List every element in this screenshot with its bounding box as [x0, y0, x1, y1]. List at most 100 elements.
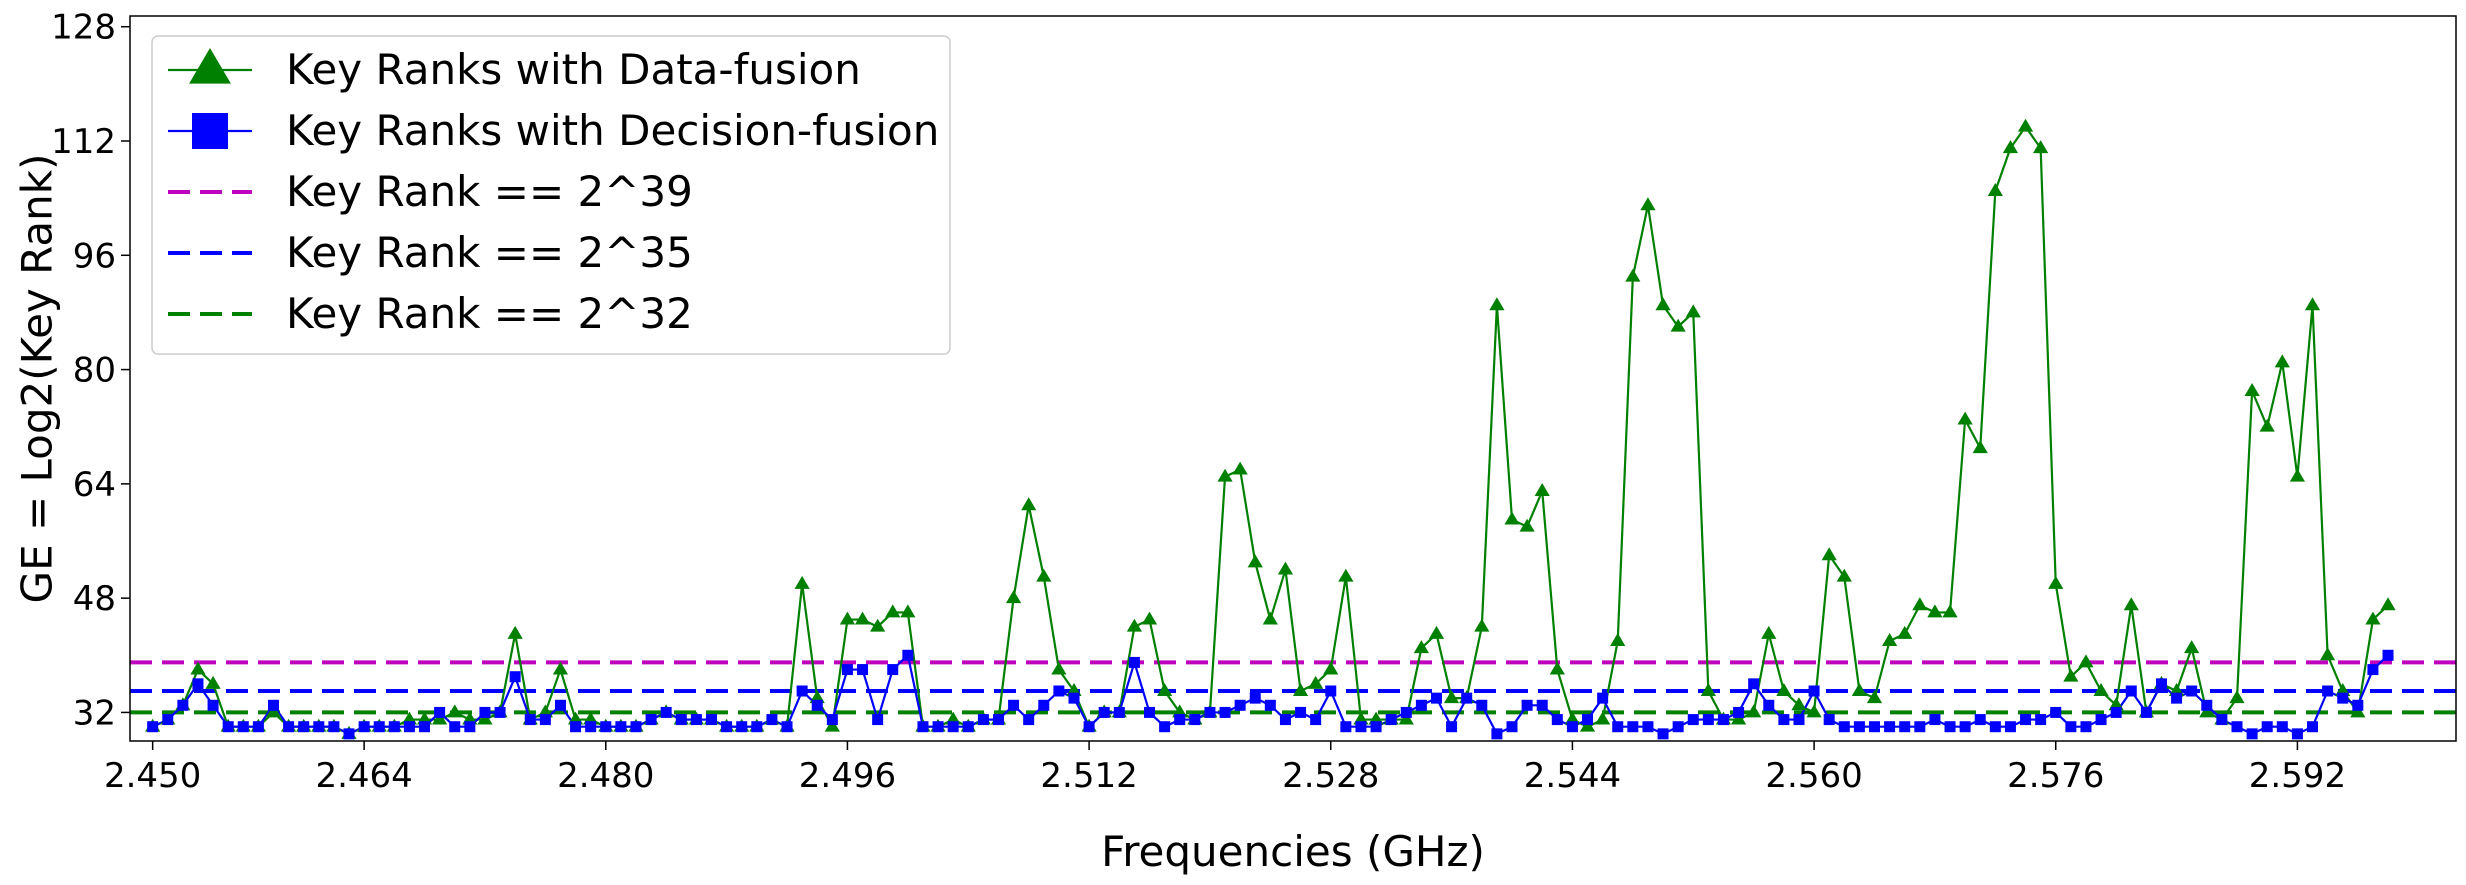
data-point: [192, 678, 204, 690]
data-point: [781, 721, 793, 733]
data-point: [205, 675, 221, 689]
data-point: [1279, 714, 1291, 726]
data-point: [857, 664, 869, 676]
data-point: [1597, 692, 1609, 704]
data-point: [432, 711, 448, 725]
data-point: [2184, 640, 2200, 654]
data-point: [1338, 568, 1354, 582]
data-point: [1836, 568, 1852, 582]
legend-label: Key Ranks with Decision-fusion: [286, 106, 939, 155]
data-point: [464, 721, 476, 733]
data-point: [1036, 568, 1052, 582]
data-point: [252, 721, 264, 733]
legend-entries: Key Ranks with Data-fusion Key Ranks with…: [168, 45, 939, 338]
data-point: [2304, 297, 2321, 311]
data-point: [2289, 468, 2306, 482]
data-point: [1217, 468, 1233, 482]
data-point: [298, 721, 310, 733]
data-point: [1869, 721, 1880, 733]
data-point: [706, 714, 717, 726]
y-tick-label: 80: [73, 351, 116, 391]
data-point: [2337, 692, 2349, 704]
legend-label: Key Rank == 2^32: [286, 289, 693, 338]
data-point: [1625, 268, 1641, 282]
data-point: [690, 714, 702, 726]
data-point: [870, 618, 886, 632]
data-point: [2004, 721, 2016, 733]
x-tick-label: 2.464: [315, 756, 412, 796]
x-tick-label: 2.544: [1524, 756, 1621, 796]
data-point: [751, 721, 763, 733]
data-point: [811, 699, 823, 711]
data-point: [645, 714, 657, 726]
data-point: [1174, 714, 1186, 726]
data-point: [1428, 625, 1445, 639]
x-tick-label: 2.480: [557, 756, 654, 796]
data-point: [2048, 575, 2064, 589]
data-point: [1899, 721, 1911, 733]
data-point: [283, 721, 295, 733]
data-point: [1987, 183, 2003, 196]
data-point: [2017, 118, 2034, 132]
data-point: [1489, 297, 1505, 311]
data-point: [2095, 714, 2107, 726]
data-point: [1370, 721, 1382, 733]
y-tick-label: 128: [51, 8, 116, 48]
data-point: [373, 721, 385, 733]
data-point: [1262, 611, 1278, 625]
data-point: [1340, 721, 1352, 733]
data-point: [794, 575, 810, 589]
plot-frame: [129, 15, 2457, 742]
data-point: [1566, 721, 1578, 733]
data-point: [615, 721, 627, 733]
data-point: [177, 699, 189, 711]
data-point: [1141, 611, 1158, 625]
data-point: [1157, 683, 1173, 696]
data-point: [1914, 721, 1926, 733]
data-point: [1748, 678, 1760, 690]
data-point: [403, 721, 415, 733]
data-point: [2352, 699, 2364, 711]
data-point: [552, 661, 569, 675]
data-point: [1776, 683, 1792, 696]
x-tick-label: 2.592: [2249, 756, 2346, 796]
data-point: [343, 728, 355, 740]
data-point: [2322, 685, 2334, 697]
data-point: [222, 721, 234, 733]
data-point: [2063, 668, 2079, 682]
data-point: [1551, 714, 1563, 726]
data-point: [1068, 692, 1080, 704]
data-point: [267, 699, 279, 711]
data-point: [1700, 683, 1716, 696]
data-point: [2199, 704, 2215, 718]
data-point: [509, 671, 521, 683]
data-point: [2140, 706, 2152, 718]
data-point: [1944, 721, 1956, 733]
data-point: [902, 649, 914, 661]
data-point: [1189, 714, 1201, 726]
data-point: [630, 721, 642, 733]
data-point: [1610, 633, 1626, 646]
data-point: [570, 721, 582, 733]
data-point: [1929, 714, 1941, 726]
data-point: [1128, 656, 1140, 668]
data-point: [1746, 704, 1762, 718]
data-point: [2035, 714, 2047, 726]
data-point: [1519, 518, 1535, 532]
legend-marker: [192, 113, 228, 149]
data-point: [854, 611, 871, 625]
data-point: [992, 714, 1004, 726]
data-point: [190, 661, 206, 675]
data-point: [2186, 685, 2198, 697]
data-point: [477, 711, 493, 725]
data-point: [507, 625, 523, 639]
data-point: [237, 721, 249, 733]
data-point: [539, 714, 551, 726]
x-axis-title: Frequencies (GHz): [1101, 827, 1485, 876]
data-point: [600, 721, 612, 733]
data-point: [265, 704, 282, 718]
data-point: [1642, 721, 1654, 733]
data-point: [1159, 721, 1171, 733]
data-point: [1730, 711, 1747, 725]
data-point: [1219, 706, 1231, 718]
